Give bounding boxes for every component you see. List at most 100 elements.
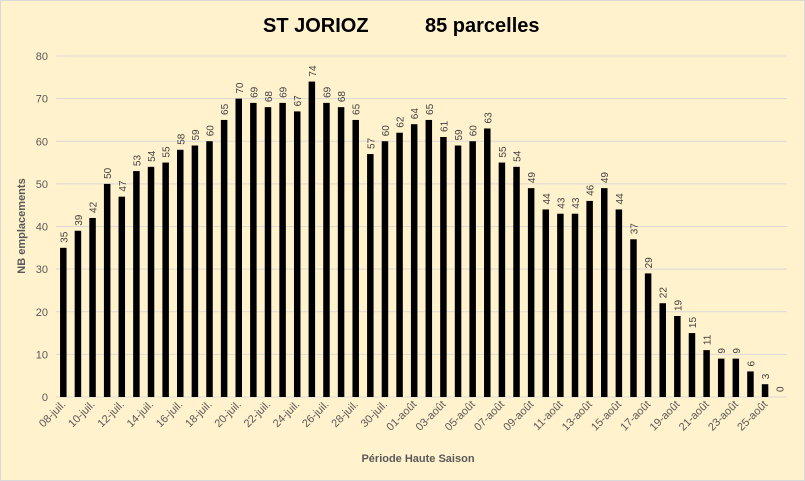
data-label: 60 (381, 125, 392, 137)
data-label: 9 (732, 348, 743, 354)
y-tick-label: 0 (42, 392, 48, 404)
bar (220, 119, 228, 397)
x-tick-label: 26-juil. (300, 399, 331, 430)
x-tick-label: 21-août (677, 399, 712, 434)
data-label: 29 (644, 257, 655, 269)
bar (133, 171, 140, 397)
bar (761, 384, 769, 397)
data-label: 69 (249, 86, 260, 98)
data-label: 74 (308, 65, 319, 77)
data-label: 19 (673, 299, 684, 311)
data-label: 49 (527, 172, 538, 184)
data-label: 65 (220, 103, 231, 115)
x-tick-label: 23-août (706, 399, 741, 434)
bar (118, 196, 126, 397)
bar (674, 316, 681, 397)
chart-subtitle: 85 parcelles (425, 15, 540, 37)
bar (688, 333, 696, 397)
bar (279, 102, 286, 397)
bar (542, 209, 550, 397)
bar (264, 107, 272, 398)
bar (498, 162, 506, 397)
bar (89, 217, 96, 397)
x-tick-label: 18-juil. (183, 399, 214, 430)
data-label: 70 (235, 82, 246, 94)
x-tick-label: 09-août (501, 399, 536, 434)
data-label: 44 (542, 193, 553, 205)
data-label: 3 (761, 373, 772, 379)
bar (293, 111, 301, 397)
x-tick-label: 20-juil. (212, 399, 243, 430)
data-label: 60 (469, 125, 480, 137)
x-tick-label: 22-juil. (242, 399, 273, 430)
y-tick-label: 40 (36, 222, 48, 234)
bar (747, 371, 754, 397)
x-tick-label: 05-août (443, 399, 478, 434)
data-label: 11 (703, 334, 714, 345)
data-label: 42 (89, 201, 100, 213)
data-label: 62 (396, 116, 407, 128)
data-label: 53 (132, 155, 143, 167)
bar (732, 358, 740, 397)
bar (177, 149, 184, 397)
bar (717, 358, 725, 397)
bar (381, 141, 389, 397)
bar (352, 119, 359, 397)
data-label: 59 (191, 129, 202, 141)
data-label: 0 (776, 386, 787, 392)
data-label: 58 (176, 133, 187, 145)
bar (60, 247, 67, 397)
data-label: 65 (352, 103, 363, 115)
x-tick-label: 16-juil. (154, 399, 185, 430)
y-axis-title: NB emplacements (16, 178, 28, 273)
data-label: 49 (600, 172, 611, 184)
bar (557, 213, 564, 397)
bar (323, 102, 330, 397)
bar (337, 107, 345, 398)
bar (367, 154, 374, 397)
data-label: 60 (206, 125, 217, 137)
x-tick-label: 14-juil. (125, 399, 156, 430)
data-label: 67 (293, 95, 304, 107)
data-label: 65 (425, 103, 436, 115)
data-label: 59 (454, 129, 465, 141)
data-label: 57 (366, 137, 377, 149)
bar (659, 303, 666, 397)
x-tick-label: 15-août (589, 399, 624, 434)
x-tick-label: 12-juil. (96, 399, 127, 430)
x-tick-label: 28-juil. (329, 399, 360, 430)
data-label: 44 (615, 193, 626, 205)
chart-title: ST JORIOZ (263, 15, 369, 37)
x-tick-label: 24-juil. (271, 399, 302, 430)
y-tick-label: 30 (36, 264, 48, 276)
bar (469, 141, 476, 397)
x-tick-label: 11-août (531, 399, 565, 433)
data-label: 22 (659, 287, 670, 299)
data-label: 47 (118, 180, 129, 192)
bar (601, 188, 608, 397)
bar (454, 145, 462, 397)
y-tick-label: 20 (36, 307, 48, 319)
data-label: 55 (162, 146, 173, 158)
bar (396, 132, 403, 397)
bar (513, 166, 520, 397)
bar (440, 136, 447, 398)
data-label: 43 (571, 197, 582, 209)
y-tick-label: 10 (36, 349, 48, 361)
data-label: 15 (688, 317, 699, 329)
bar (308, 81, 316, 397)
x-tick-label: 10-juil. (66, 399, 97, 430)
data-label: 69 (322, 86, 333, 98)
data-label: 46 (586, 184, 597, 196)
bar (615, 209, 623, 397)
bar (162, 162, 169, 397)
x-tick-label: 01-août (384, 399, 419, 434)
x-tick-label: 25-août (735, 399, 770, 434)
bar (644, 273, 652, 397)
x-tick-label: 13-août (560, 399, 595, 434)
data-label: 69 (279, 86, 290, 98)
bar (484, 128, 491, 397)
x-tick-label: 07-août (472, 399, 507, 434)
bar (410, 124, 418, 397)
data-label: 68 (337, 91, 348, 103)
